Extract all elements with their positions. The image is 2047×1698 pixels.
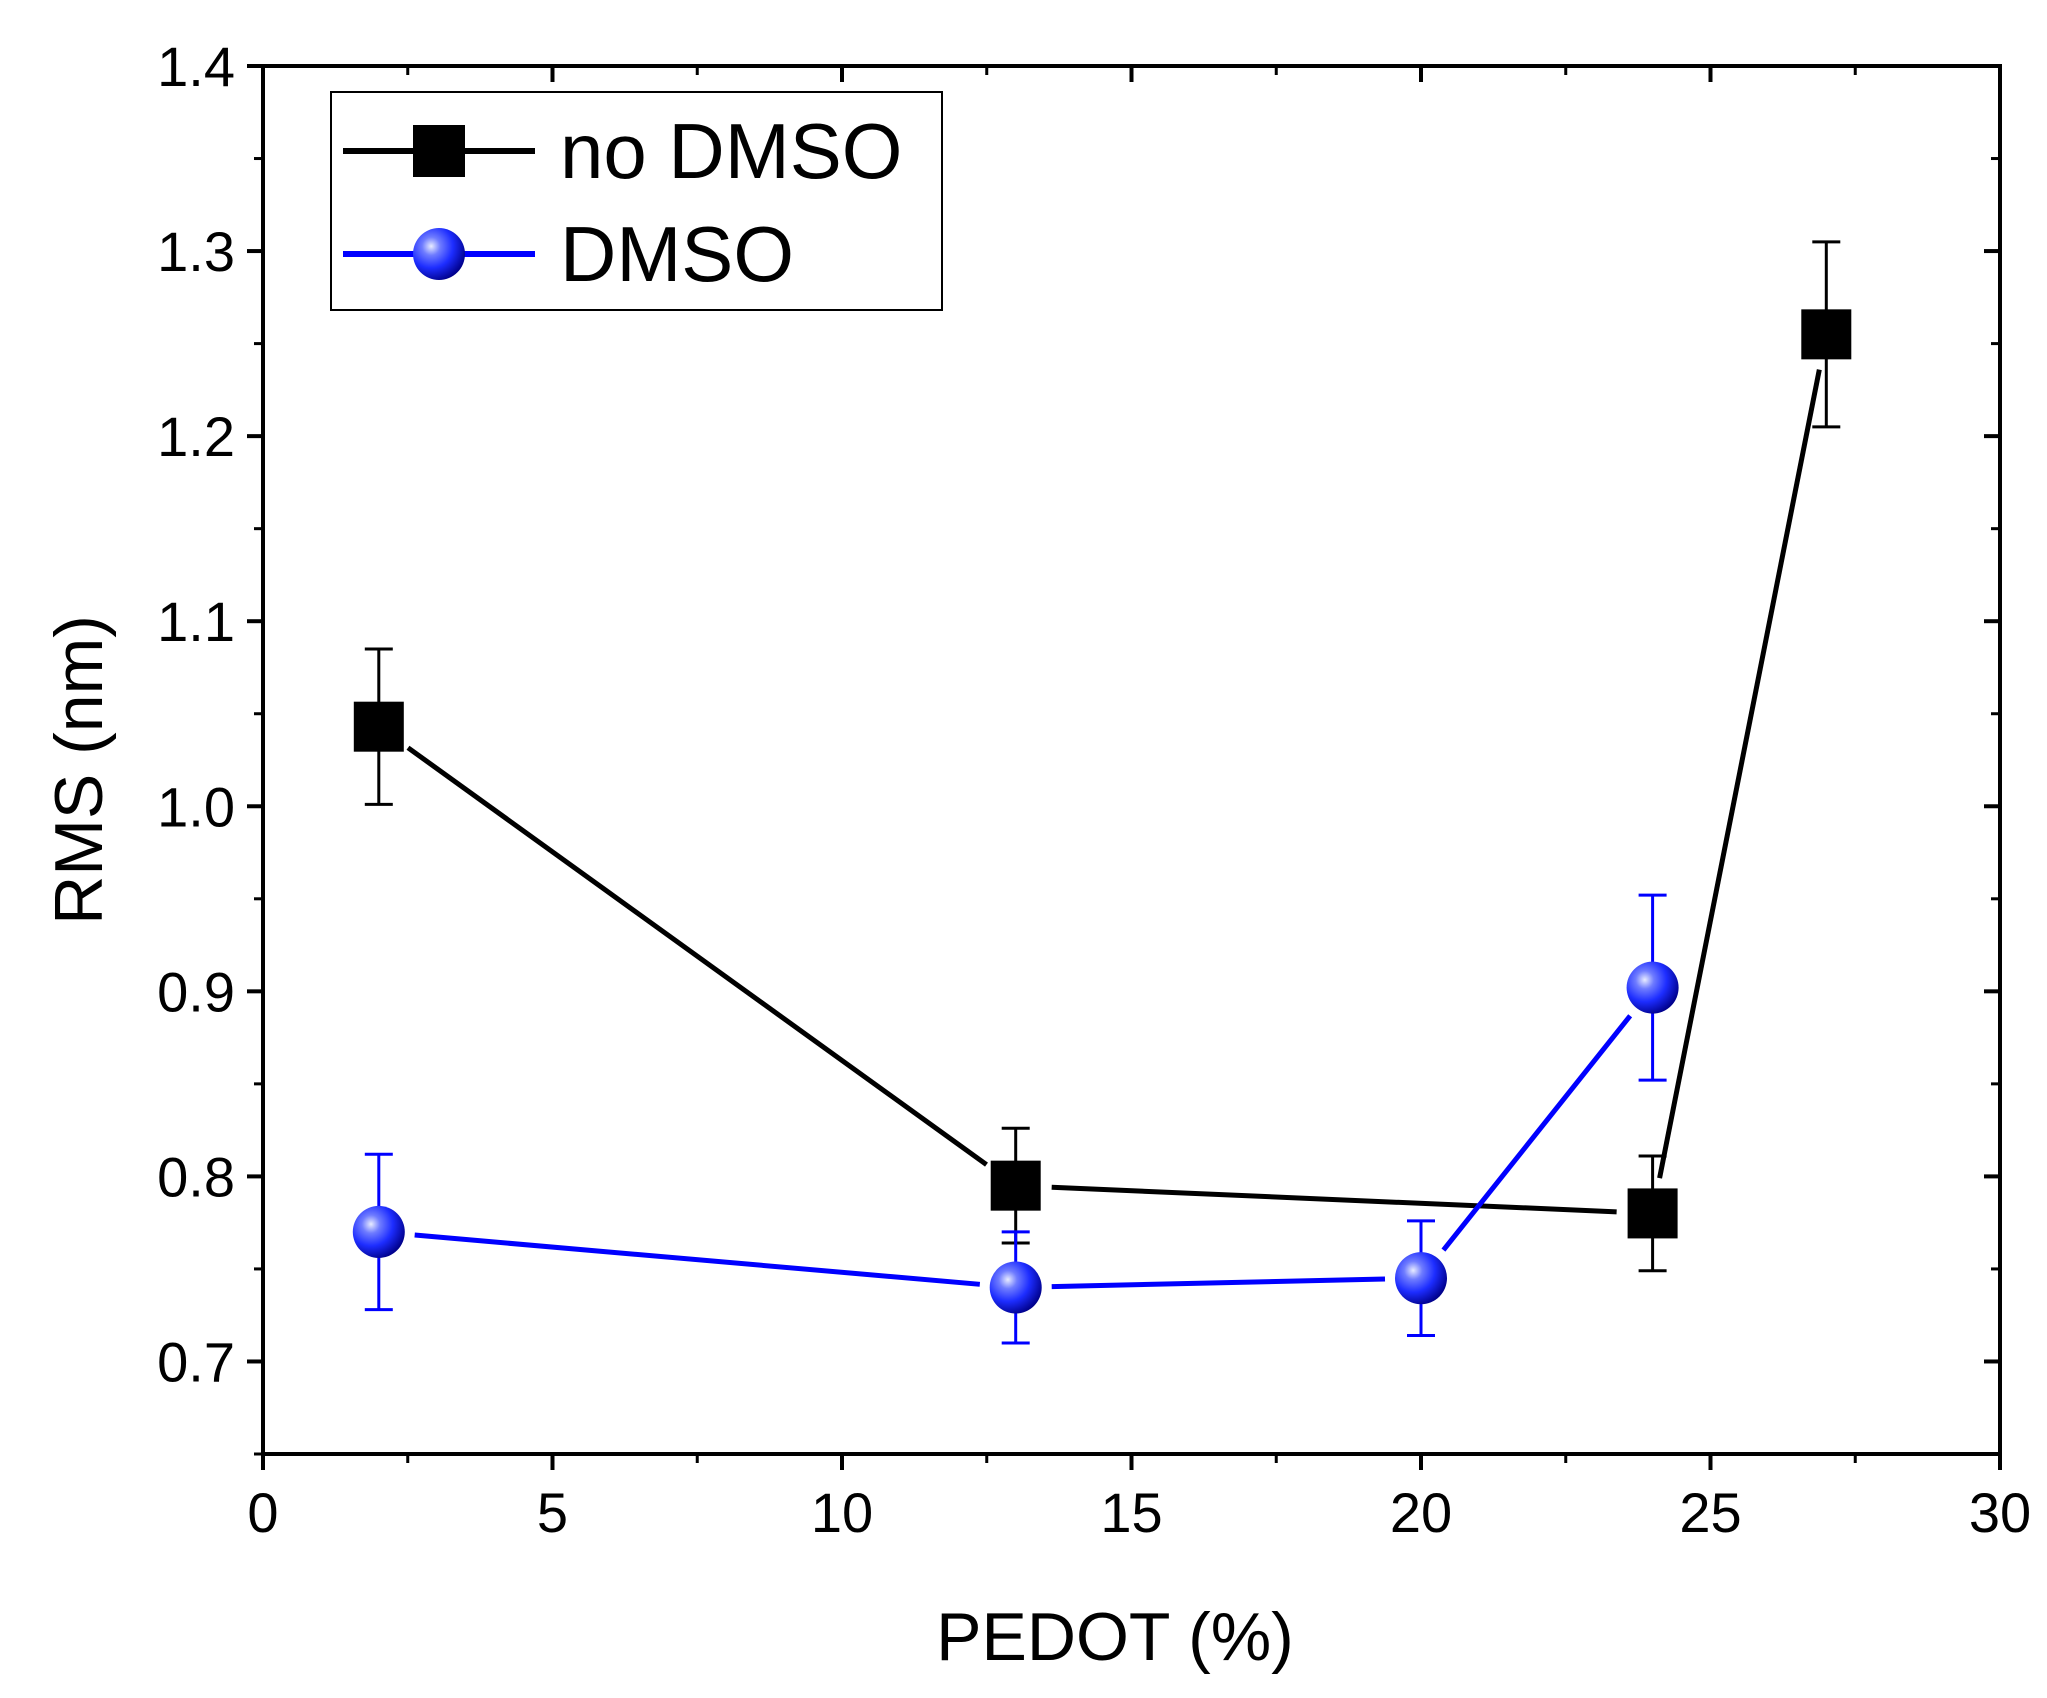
series-line <box>1441 1014 1633 1252</box>
x-tick-label: 0 <box>247 1481 278 1544</box>
x-axis-title: PEDOT (%) <box>936 1599 1294 1675</box>
legend-marker-dmso <box>413 228 465 280</box>
data-point-square <box>1801 309 1852 360</box>
y-tick-label: 0.9 <box>157 960 235 1023</box>
x-tick-label: 30 <box>1969 1481 2031 1544</box>
data-point-square <box>353 701 404 752</box>
series-no-dmso <box>353 240 1852 1273</box>
x-tick-label: 20 <box>1390 1481 1452 1544</box>
series-line <box>406 745 988 1167</box>
y-tick-label: 1.2 <box>157 405 235 468</box>
axis-layer: 0 5 10 15 20 25 30 0.7 0.8 0.9 1.0 1.1 1.2 1.3 1.4 <box>157 35 2031 1544</box>
data-point-sphere <box>989 1261 1042 1314</box>
x-tick-label: 5 <box>537 1481 568 1544</box>
y-tick-label: 0.8 <box>157 1145 235 1208</box>
series-line <box>1051 1276 1386 1290</box>
legend-label-no-dmso: no DMSO <box>560 107 902 195</box>
data-point-square <box>1627 1188 1678 1239</box>
data-point-sphere <box>1626 961 1679 1014</box>
y-tick-label: 0.7 <box>157 1330 235 1393</box>
x-tick-label: 10 <box>811 1481 873 1544</box>
y-tick-label: 1.3 <box>157 220 235 283</box>
series-line <box>1051 1184 1617 1215</box>
data-point-square <box>990 1160 1041 1211</box>
series-layer <box>352 240 1852 1345</box>
legend-label-dmso: DMSO <box>560 210 794 298</box>
legend-marker-no-dmso <box>413 125 465 177</box>
series-line <box>1657 369 1822 1179</box>
x-tick-label: 25 <box>1679 1481 1741 1544</box>
data-point-sphere <box>352 1205 405 1258</box>
y-tick-label: 1.0 <box>157 775 235 838</box>
x-tick-label: 15 <box>1100 1481 1162 1544</box>
y-axis-title: RMS (nm) <box>41 615 117 925</box>
y-tick-label: 1.1 <box>157 590 235 653</box>
y-tick-label: 1.4 <box>157 35 235 98</box>
series-dmso <box>352 893 1679 1345</box>
legend: no DMSO DMSO <box>330 91 943 311</box>
data-point-sphere <box>1395 1252 1447 1305</box>
series-line <box>414 1232 981 1287</box>
